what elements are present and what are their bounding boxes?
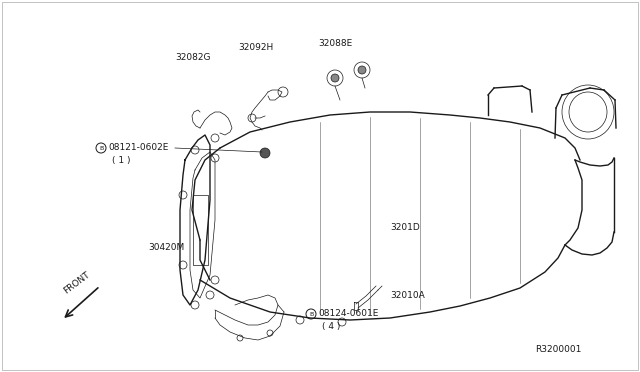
Text: R3200001: R3200001 xyxy=(535,346,581,355)
Text: ( 1 ): ( 1 ) xyxy=(112,155,131,164)
Text: 3201D: 3201D xyxy=(390,224,420,232)
Text: B: B xyxy=(99,145,103,151)
Text: 30420M: 30420M xyxy=(148,244,184,253)
Text: 32092H: 32092H xyxy=(238,44,273,52)
Circle shape xyxy=(331,74,339,82)
Text: 32082G: 32082G xyxy=(175,54,211,62)
Text: ( 4 ): ( 4 ) xyxy=(322,321,340,330)
Text: 32010A: 32010A xyxy=(390,291,425,299)
Text: 08121-0602E: 08121-0602E xyxy=(108,144,168,153)
Text: B: B xyxy=(309,311,313,317)
Text: 08124-0601E: 08124-0601E xyxy=(318,310,378,318)
Text: 32088E: 32088E xyxy=(318,38,352,48)
Circle shape xyxy=(260,148,270,158)
Circle shape xyxy=(358,66,366,74)
Text: FRONT: FRONT xyxy=(62,270,92,296)
